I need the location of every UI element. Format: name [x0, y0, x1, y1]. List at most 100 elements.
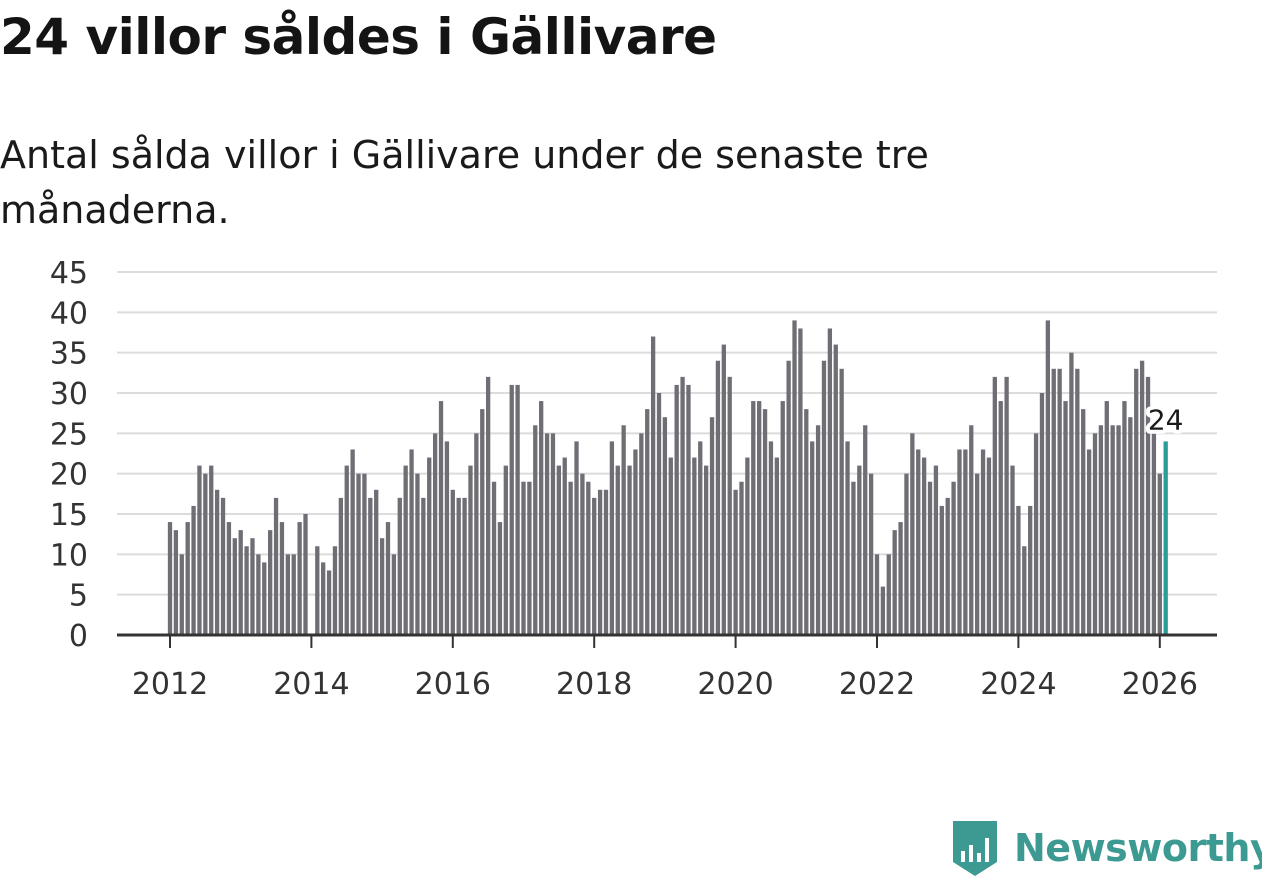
bar [232, 538, 237, 635]
bar [1122, 401, 1127, 635]
bar [238, 530, 243, 635]
bar [709, 417, 715, 635]
bar [921, 457, 927, 635]
bar [509, 384, 514, 635]
bar [963, 449, 968, 635]
bar [692, 457, 697, 635]
bar [1010, 465, 1015, 635]
bar [980, 449, 986, 635]
y-tick-label: 20 [50, 458, 88, 493]
bar [220, 497, 226, 635]
bar [892, 530, 897, 635]
bar [939, 505, 944, 635]
x-axis: 2012 2014 2016 2018 2020 2022 2024 2026 [117, 633, 1217, 702]
bar [674, 384, 679, 635]
bar [774, 457, 779, 635]
bar [256, 554, 261, 635]
bar [1045, 320, 1051, 635]
bar [839, 368, 844, 635]
bar [633, 449, 638, 635]
bar [874, 554, 880, 635]
bar [374, 489, 379, 635]
bar [916, 449, 921, 635]
bar [568, 481, 573, 635]
bar [739, 481, 744, 635]
bar [438, 401, 444, 635]
bar [733, 489, 738, 635]
bar [721, 344, 726, 635]
bars [167, 320, 1168, 635]
bar [456, 497, 461, 635]
bar [998, 401, 1003, 635]
x-tick-label: 2020 [697, 667, 773, 702]
chart-subtitle: Antal sålda villor i Gällivare under de … [0, 133, 929, 232]
bar [385, 522, 391, 635]
bar [350, 449, 355, 635]
bar [727, 376, 732, 635]
bar [1145, 376, 1151, 635]
value-label-halo: 24 [1148, 403, 1184, 436]
bar [391, 554, 397, 635]
y-tick-label: 35 [50, 337, 88, 372]
bar [179, 554, 184, 635]
x-tick-label: 2018 [556, 667, 632, 702]
bar [627, 465, 632, 635]
bar [250, 538, 255, 635]
bar [804, 409, 809, 635]
bar [462, 497, 467, 635]
bar [427, 457, 432, 635]
bar [945, 497, 950, 635]
bar [432, 433, 438, 635]
bar [539, 401, 544, 635]
bar [609, 441, 615, 635]
bar [191, 505, 196, 635]
bar [898, 522, 903, 635]
bar [580, 473, 585, 635]
bar [491, 481, 497, 635]
bar [1016, 505, 1021, 635]
bar [574, 441, 579, 635]
bar [1157, 473, 1162, 635]
bar-latest [1163, 441, 1168, 635]
bar [421, 497, 426, 635]
bar [321, 562, 326, 635]
bar [279, 522, 285, 635]
bar [262, 562, 267, 635]
bar [662, 417, 668, 635]
bar [886, 554, 891, 635]
x-tick-label: 2014 [273, 667, 349, 702]
bar [332, 546, 338, 635]
bar [833, 344, 838, 635]
bar [615, 465, 620, 635]
bar [297, 522, 302, 635]
bar [821, 360, 827, 635]
bar [474, 433, 479, 635]
bar [969, 425, 974, 635]
y-tick-label: 0 [69, 619, 88, 654]
bar [757, 401, 762, 635]
bar [597, 489, 603, 635]
bar [1075, 368, 1080, 635]
x-tick-label: 2012 [132, 667, 208, 702]
bar [810, 441, 815, 635]
bar [975, 473, 980, 635]
bar [344, 465, 349, 635]
bar [415, 473, 420, 635]
bar [544, 433, 550, 635]
bar [326, 570, 332, 635]
y-tick-label: 15 [50, 498, 88, 533]
x-tick-label: 2016 [415, 667, 491, 702]
bar [214, 489, 220, 635]
bar [1098, 425, 1104, 635]
y-tick-label: 25 [50, 417, 88, 452]
bar [1086, 449, 1092, 635]
y-tick-label: 40 [50, 296, 88, 331]
bar [668, 457, 673, 635]
bar [1004, 376, 1009, 635]
bar [1022, 546, 1027, 635]
bar [409, 449, 414, 635]
bar [285, 554, 290, 635]
brand-name: Newsworthy [1014, 826, 1262, 870]
bar [656, 393, 662, 635]
